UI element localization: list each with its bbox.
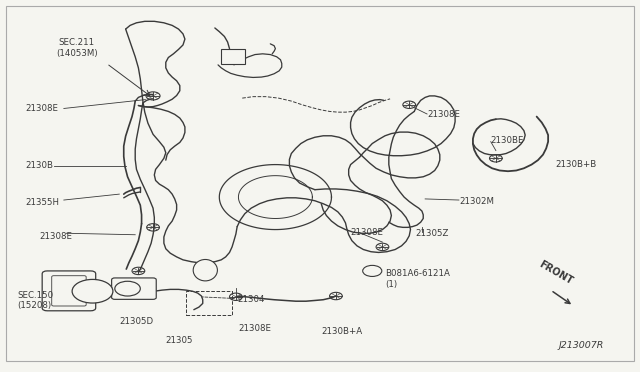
Circle shape <box>363 265 382 276</box>
Text: FRONT: FRONT <box>537 259 574 286</box>
FancyBboxPatch shape <box>52 276 86 306</box>
Text: B081A6-6121A
(1): B081A6-6121A (1) <box>385 269 450 289</box>
Text: 21305D: 21305D <box>119 317 154 326</box>
Text: 21305: 21305 <box>166 336 193 345</box>
Ellipse shape <box>193 260 218 281</box>
Text: 21305Z: 21305Z <box>415 229 449 238</box>
Text: 2130B+B: 2130B+B <box>556 160 597 169</box>
Text: 21355H: 21355H <box>26 198 60 207</box>
Text: 21308E: 21308E <box>239 324 271 333</box>
Text: SEC.150
(15208): SEC.150 (15208) <box>17 291 54 310</box>
Text: 21302M: 21302M <box>459 197 494 206</box>
Text: 2130BE: 2130BE <box>491 137 524 145</box>
FancyBboxPatch shape <box>42 271 96 311</box>
Text: 2130B+A: 2130B+A <box>321 327 362 336</box>
Text: 21308E: 21308E <box>351 228 383 237</box>
Text: B: B <box>369 266 375 275</box>
Text: SEC.211
(14053M): SEC.211 (14053M) <box>56 38 97 58</box>
Text: 2130B: 2130B <box>26 161 54 170</box>
Text: 21308E: 21308E <box>26 104 59 113</box>
Circle shape <box>115 281 140 296</box>
Text: 21308E: 21308E <box>427 109 460 119</box>
Text: 21308E: 21308E <box>40 232 72 241</box>
Circle shape <box>72 279 113 303</box>
FancyBboxPatch shape <box>111 278 156 299</box>
Text: 21304: 21304 <box>237 295 265 304</box>
Text: J213007R: J213007R <box>559 341 604 350</box>
FancyBboxPatch shape <box>221 49 246 64</box>
